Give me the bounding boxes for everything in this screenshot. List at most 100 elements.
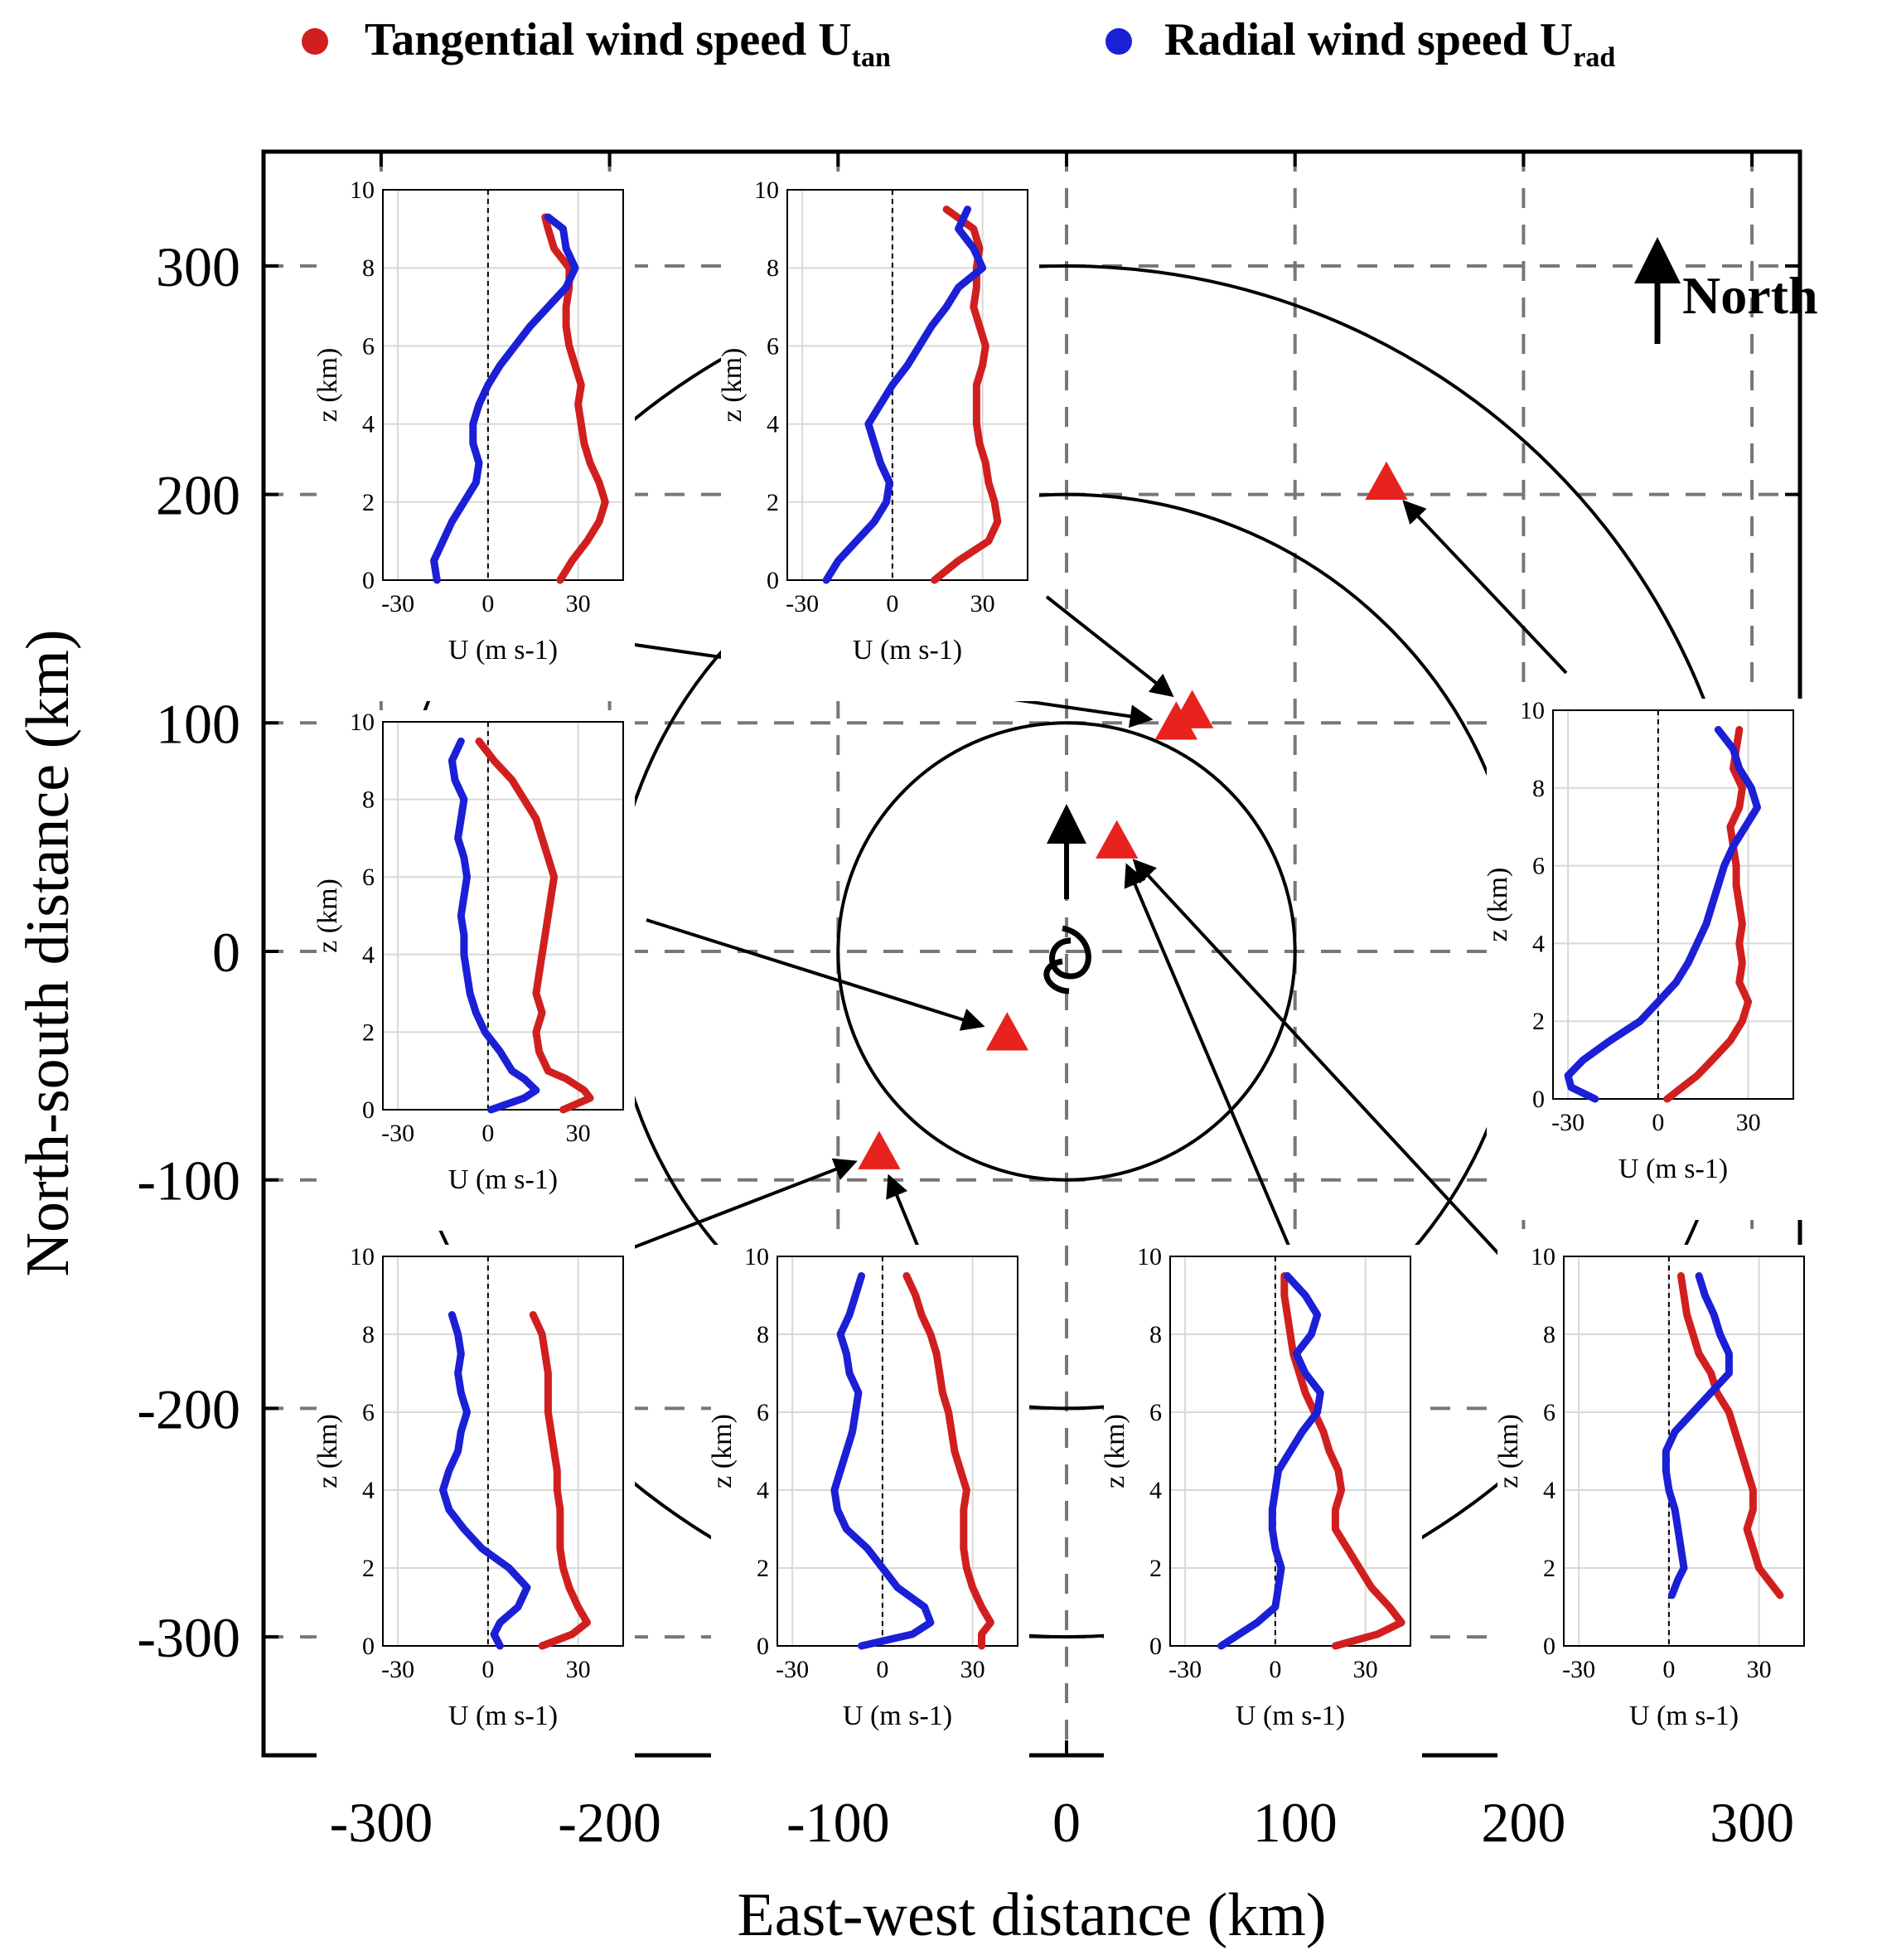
inset-background [317,710,635,1231]
y-tick-label: 100 [156,692,240,755]
inset-background [721,178,1039,701]
x-tick-label: 0 [1052,1791,1081,1854]
y-tick-label: -200 [137,1377,240,1440]
inset-x-tick-label: 30 [960,1656,985,1683]
inset-y-tick-label: 2 [1543,1555,1555,1582]
inset-x-label: U (m s-1) [853,635,962,665]
profile-urad-line [430,213,579,584]
inset-y-tick-label: 2 [1532,1008,1545,1035]
profile-utan-line [902,1272,994,1650]
legend: Tangential wind speed Utan Radial wind s… [302,14,1615,73]
inset-y-tick-label: 2 [362,1555,375,1582]
profile-urad-line [1564,726,1761,1103]
inset-y-tick-label: 8 [362,786,375,814]
inset-y-label: z (km) [312,1414,343,1488]
main-ticks: -300 -200 -100 0 100 200 300-300-200-100010020… [137,152,1800,1854]
north-label: North [1682,266,1818,325]
inset-frame [786,189,1028,581]
sonde-markers [858,461,1408,1169]
profile-utan-line [1676,1272,1784,1599]
inset-y-tick-label: 10 [350,709,375,736]
inset-x-label: U (m s-1) [1236,1701,1345,1731]
profile-utan-line [529,1311,591,1650]
connector-arrow [646,918,985,1031]
inset-x-tick-label: -30 [381,1656,414,1683]
inset-background [1497,1245,1816,1767]
inset-y-label: z (km) [1100,1414,1130,1488]
legend-tangential-label: Tangential wind speed U [365,14,852,65]
inset-y-tick-label: 6 [362,1399,375,1426]
inset-y-tick-label: 6 [362,864,375,891]
inset-y-tick-label: 8 [362,1321,375,1348]
profile-inset-bottom-4: -30 0 30 0 2 4 6 8 10 U (m s-1) z (km) [1493,1243,1816,1767]
inset-frame [382,189,624,581]
inset-y-tick-label: 0 [757,1633,769,1660]
inset-y-tick-label: 10 [754,177,779,204]
y-tick-label: -300 [137,1606,240,1669]
profile-insets: -30 0 30 0 2 4 6 8 10 U (m s-1) z (km) -30 0 30 0 2 4 6 8 1… [312,177,1816,1767]
sonde-marker-sw-inner [985,1012,1029,1051]
inset-y-tick-label: 8 [1532,775,1545,802]
inset-x-label: U (m s-1) [843,1701,952,1731]
inset-frame [777,1256,1018,1647]
legend-radial-marker [1105,28,1132,55]
profile-urad-line [830,1272,935,1650]
inset-y-tick-label: 10 [1520,697,1545,724]
profile-urad-line [439,1311,531,1650]
profile-urad-line [448,737,540,1114]
legend-tangential-marker [302,28,328,55]
inset-x-label: U (m s-1) [448,1701,558,1731]
legend-radial-text: Radial wind speed Urad [1164,14,1615,73]
inset-background [711,1245,1029,1767]
y-tick-label: 300 [156,235,240,298]
inset-x-tick-label: 0 [886,590,898,617]
north-indicator: North [1634,237,1818,344]
inset-y-tick-label: 8 [1149,1321,1162,1348]
inset-y-tick-label: 10 [350,1243,375,1270]
inset-x-label: U (m s-1) [448,635,558,665]
inset-y-tick-label: 2 [1149,1555,1162,1582]
inset-x-tick-label: 30 [1353,1656,1378,1683]
inset-x-label: U (m s-1) [448,1164,558,1195]
sonde-marker-n-rmw-b [1170,690,1214,728]
inset-y-tick-label: 4 [362,411,375,438]
inset-y-tick-label: 4 [1543,1477,1555,1504]
inset-y-tick-label: 8 [767,254,779,282]
inset-x-tick-label: -30 [1168,1656,1202,1683]
x-tick-label: 300 [1710,1791,1794,1854]
inset-x-tick-label: 0 [481,1656,494,1683]
inset-y-tick-label: 2 [757,1555,769,1582]
inset-x-tick-label: 0 [1269,1656,1281,1683]
inset-y-label: z (km) [312,348,343,423]
profile-inset-top-mid: -30 0 30 0 2 4 6 8 10 U (m s-1) z (km) [717,177,1039,701]
y-axis-label: North-south distance (km) [14,630,82,1277]
sonde-marker-s-rmw [858,1130,901,1169]
inset-y-tick-label: 2 [362,1019,375,1046]
inset-frame [1169,1256,1411,1647]
x-tick-label: -100 [786,1791,890,1854]
inset-y-tick-label: 8 [1543,1321,1555,1348]
inset-y-tick-label: 10 [1531,1243,1555,1270]
inset-x-tick-label: 30 [566,590,591,617]
inset-y-tick-label: 8 [362,254,375,282]
inset-x-label: U (m s-1) [1618,1154,1728,1184]
inset-x-tick-label: 30 [1736,1109,1761,1136]
inset-y-tick-label: 6 [362,332,375,360]
inset-y-tick-label: 6 [767,332,779,360]
profile-utan-line [541,213,609,584]
x-tick-label: -300 [330,1791,433,1854]
profile-utan-line [1280,1272,1405,1650]
inset-y-tick-label: 10 [744,1243,769,1270]
inset-y-tick-label: 0 [362,1096,375,1124]
storm-center-icon [1043,804,1091,995]
inset-y-tick-label: 4 [1149,1477,1162,1504]
sonde-marker-n-inner [1095,820,1139,859]
inset-x-tick-label: 0 [1662,1656,1675,1683]
inset-y-tick-label: 0 [767,567,779,594]
y-tick-label: 200 [156,464,240,527]
x-tick-label: 100 [1253,1791,1338,1854]
inset-x-tick-label: 30 [566,1656,591,1683]
